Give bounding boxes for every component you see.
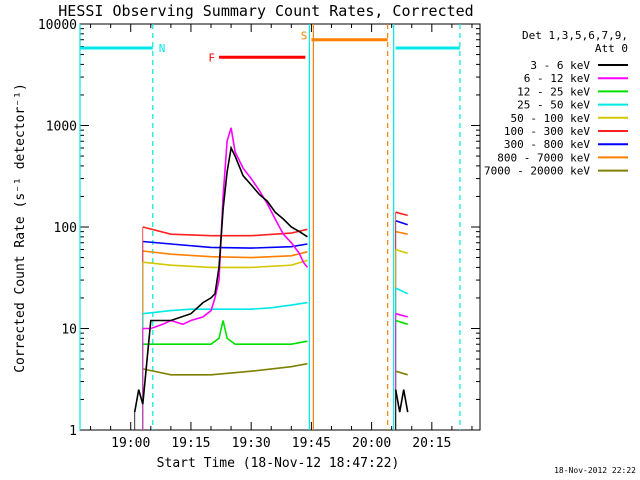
x-tick-label: 20:00 (352, 436, 391, 451)
legend-label: 800 - 7000 keV (497, 151, 590, 164)
date-stamp: 18-Nov-2012 22:22 (554, 466, 636, 475)
series-line (142, 226, 308, 237)
x-tick-label: 19:00 (111, 436, 150, 451)
x-tick-label: 19:30 (232, 436, 271, 451)
y-axis-label: Corrected Count Rate (s⁻¹ detector⁻¹) (13, 83, 28, 373)
series-line (142, 127, 309, 330)
legend-label: 12 - 25 keV (517, 85, 590, 98)
interval-flag-n: N (159, 42, 166, 55)
chart-title: HESSI Observing Summary Count Rates, Cor… (58, 2, 473, 20)
y-tick-label: 1000 (46, 120, 77, 135)
series-line (395, 287, 409, 295)
series-line (142, 259, 308, 269)
legend-label: 25 - 50 keV (517, 99, 590, 112)
legend-label: 3 - 6 keV (530, 59, 590, 72)
legend-label: 7000 - 20000 keV (484, 165, 590, 178)
series-line (142, 250, 308, 259)
interval-flag-s: S (301, 30, 308, 43)
x-tick-label: 20:15 (412, 436, 451, 451)
interval-flag-f: F (208, 51, 215, 64)
y-tick-label: 10000 (38, 18, 77, 33)
legend-title-line-1: Det 1,3,5,6,7,9, (522, 29, 628, 42)
series-line (395, 312, 408, 318)
series-line (142, 240, 308, 249)
y-tick-label: 1 (69, 424, 77, 439)
x-axis-label: Start Time (18-Nov-12 18:47:22) (157, 456, 400, 471)
legend-label: 300 - 800 keV (504, 138, 590, 151)
plot-area: 19:00 19:15 19:30 19:45 20:00 20:15 1 10 100 1000… (38, 18, 481, 451)
series-line (142, 362, 308, 376)
series-line (395, 370, 408, 376)
y-tick-label: 100 (54, 221, 77, 236)
y-tick-label: 10 (61, 323, 77, 338)
legend-label: 100 - 300 keV (504, 125, 590, 138)
series-line (395, 230, 408, 235)
legend-title-line-2: Att 0 (595, 42, 628, 55)
series-line (394, 389, 409, 413)
series-line (395, 211, 408, 217)
legend-label: 6 - 12 keV (524, 72, 591, 85)
series-line (142, 301, 308, 315)
series-line (395, 220, 408, 226)
series-line (133, 145, 308, 413)
series-line (142, 320, 308, 346)
x-tick-label: 19:15 (171, 436, 210, 451)
series-line (395, 319, 408, 326)
series-line (395, 248, 408, 255)
legend-label: 50 - 100 keV (511, 112, 591, 125)
x-tick-label: 19:45 (292, 436, 331, 451)
